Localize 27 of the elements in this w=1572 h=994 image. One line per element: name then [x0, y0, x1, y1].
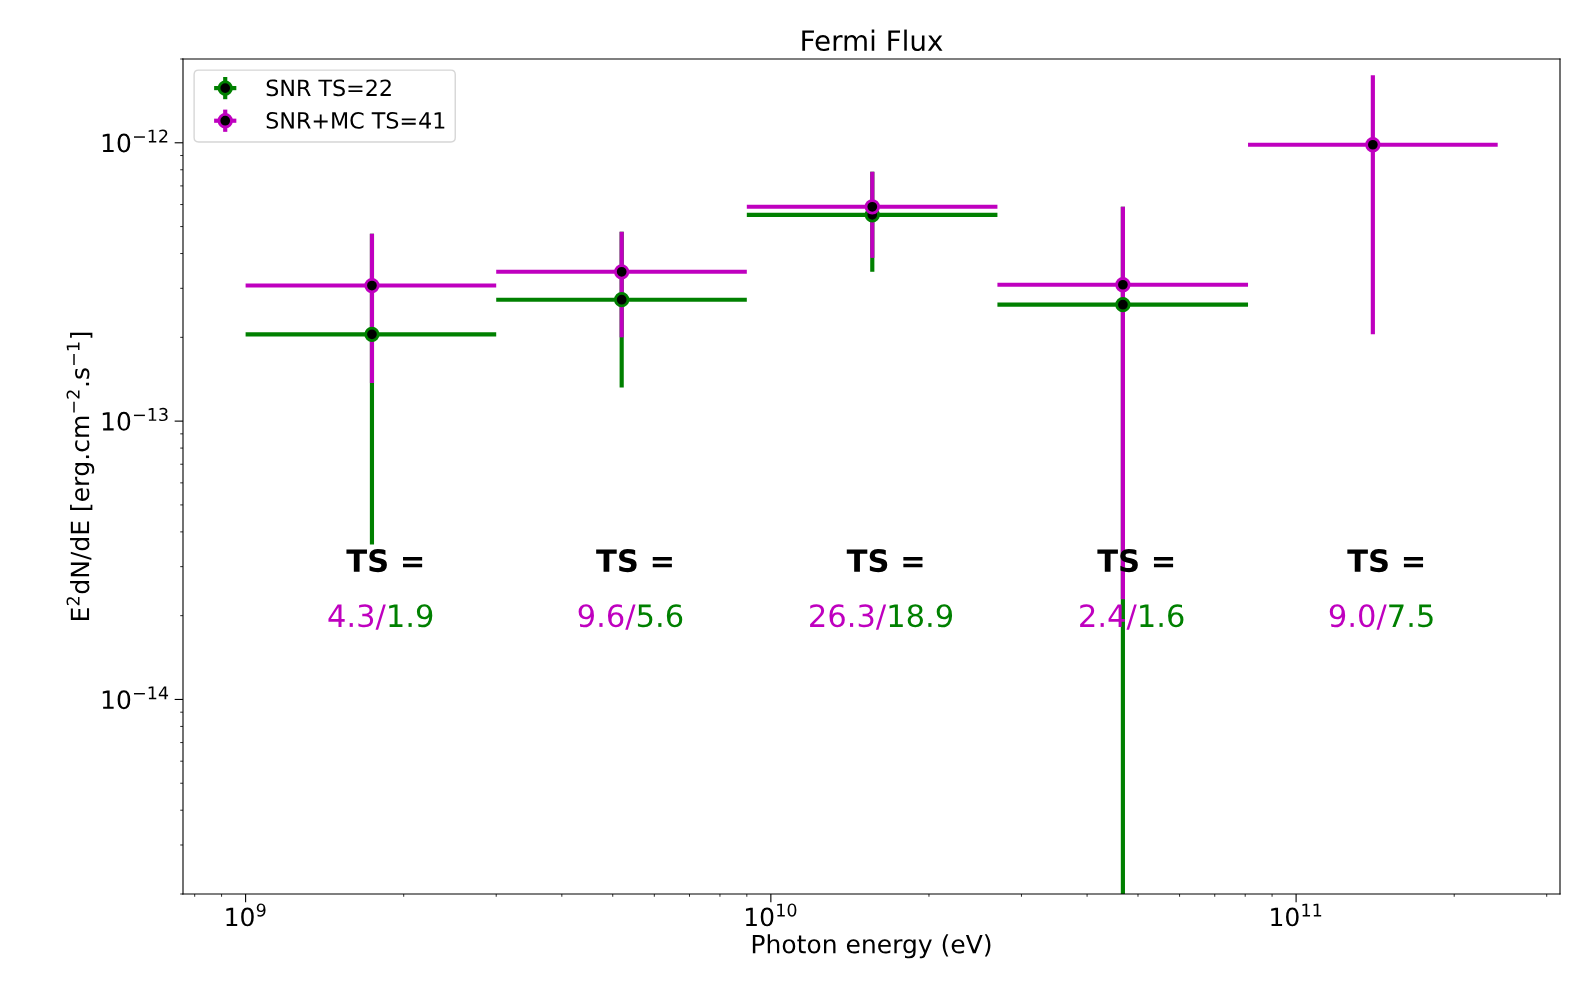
annotation: 9.6/5.6: [578, 604, 683, 630]
legend-label: SNR+MC TS=41: [266, 112, 445, 129]
point: [864, 199, 880, 215]
x-tick-label: 10$^{9}$: [226, 903, 266, 927]
annotation: TS =: [596, 549, 672, 573]
point: [364, 277, 380, 294]
point: [1115, 297, 1131, 313]
y-axis-title: E$^{2}$dN/dE [erg.cm$^{−2}$.s$^{−1}$]: [66, 332, 95, 621]
y-tick-label: 10$^{−13}$: [102, 407, 168, 431]
annotation: TS =: [1347, 549, 1424, 573]
x-tick-label: 10$^{11}$: [1271, 903, 1322, 927]
x-tick-label: 10$^{10}$: [745, 903, 797, 927]
annotation: TS =: [846, 549, 923, 573]
annotation: 26.3/18.9: [810, 604, 953, 630]
annotation: 9.0/7.5: [1329, 604, 1433, 630]
point: [1365, 137, 1381, 153]
chart-title: Fermi Flux: [802, 29, 943, 52]
x-axis-title: Photon energy (eV): [752, 934, 991, 959]
y-tick-label: 10$^{−12}$: [102, 129, 168, 153]
annotation: TS =: [346, 549, 423, 573]
point: [614, 264, 630, 280]
point: [364, 326, 380, 342]
annotation: 4.3/1.9: [328, 604, 433, 630]
point: [614, 292, 630, 308]
point: [1115, 277, 1131, 293]
y-tick-label: 10$^{−14}$: [102, 686, 169, 710]
legend-label: SNR TS=22: [266, 79, 391, 97]
